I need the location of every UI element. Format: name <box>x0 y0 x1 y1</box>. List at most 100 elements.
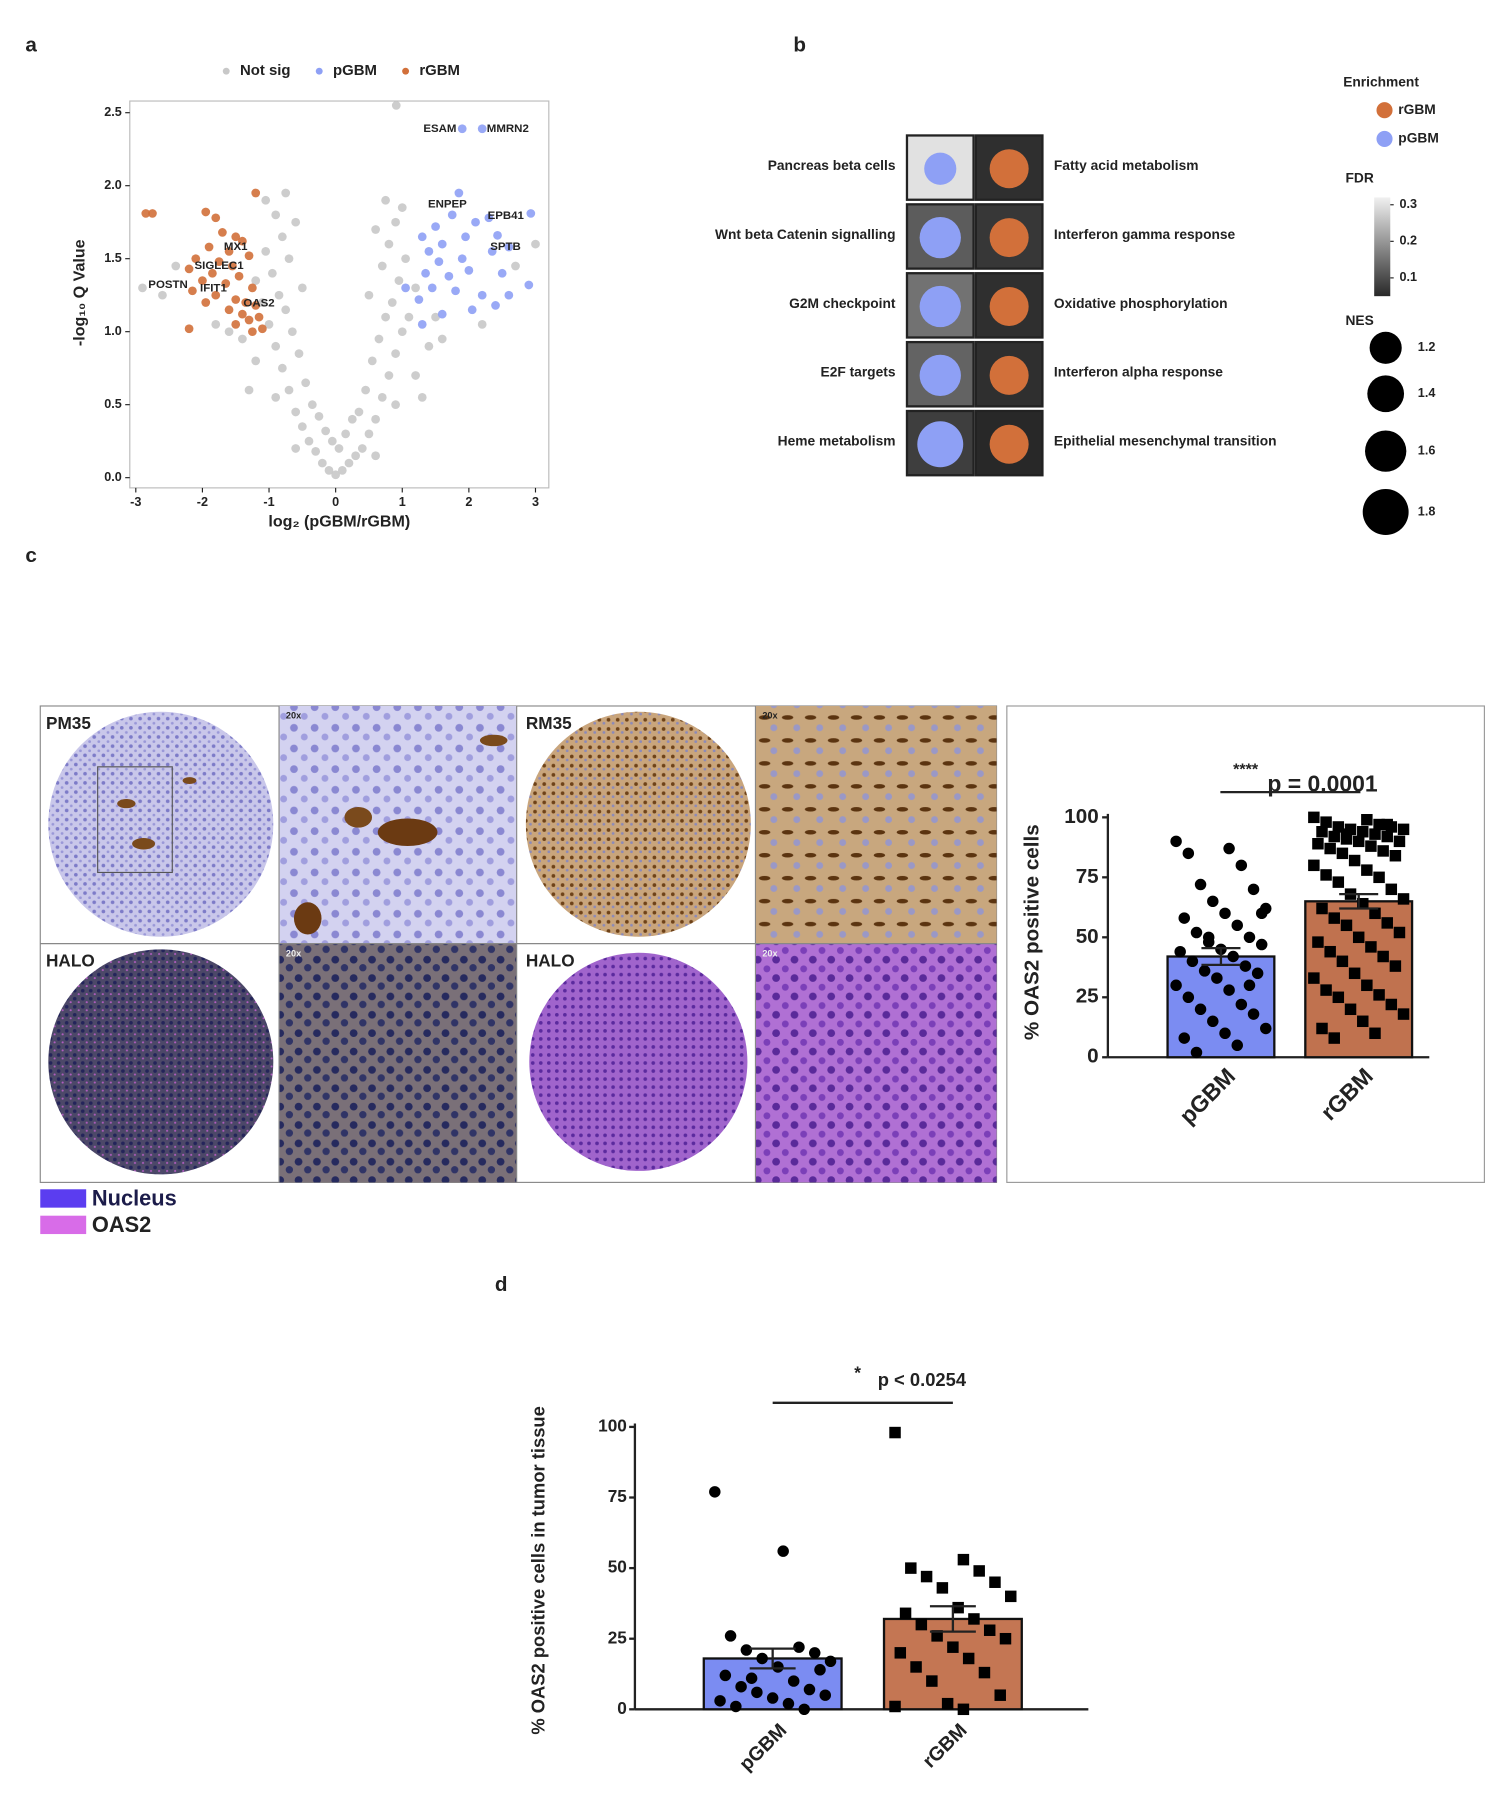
data-point <box>994 1689 1006 1701</box>
point <box>487 247 497 256</box>
point <box>271 393 281 402</box>
data-point <box>1207 895 1219 908</box>
data-point <box>782 1697 795 1710</box>
data-point <box>1381 830 1393 843</box>
data-point <box>1357 1015 1369 1028</box>
data-point <box>1377 950 1389 963</box>
point <box>158 290 167 300</box>
point <box>477 290 487 300</box>
nes-legend-dot <box>1369 331 1402 364</box>
point <box>381 312 390 322</box>
point <box>234 271 244 281</box>
point <box>384 371 394 380</box>
x-tick-label: -3 <box>130 495 141 509</box>
data-point <box>1186 955 1199 968</box>
point <box>208 268 217 278</box>
point <box>248 283 257 293</box>
y-tick-label: 2.5 <box>104 105 122 119</box>
data-point <box>819 1689 832 1701</box>
nes-legend-dot <box>1362 489 1409 535</box>
point <box>218 228 227 237</box>
zoom-image <box>755 705 997 944</box>
legend-swatch <box>40 1215 87 1235</box>
data-point <box>1316 902 1328 915</box>
data-point <box>824 1655 837 1668</box>
term-label: Oxidative phosphorylation <box>1054 296 1228 311</box>
data-point <box>1332 821 1345 833</box>
point <box>504 290 514 300</box>
stain <box>293 902 322 935</box>
point <box>241 298 251 307</box>
magnification: 20x <box>762 948 778 958</box>
point <box>397 203 407 212</box>
data-point <box>1260 1022 1272 1035</box>
point <box>464 266 474 275</box>
y-tick-label: 0.5 <box>104 397 122 411</box>
point <box>228 261 237 271</box>
y-tick-label: 50 <box>1076 925 1099 948</box>
point <box>201 207 211 217</box>
point <box>457 254 467 264</box>
data-point <box>999 1632 1012 1645</box>
legend-label: OAS2 <box>92 1212 151 1237</box>
point <box>317 458 327 468</box>
y-tick-label: 50 <box>608 1557 627 1577</box>
point <box>337 466 347 475</box>
point <box>381 195 390 205</box>
point <box>221 279 231 288</box>
fdr-tick-label: 0.2 <box>1399 234 1417 248</box>
nes-dot <box>989 424 1029 464</box>
data-point <box>920 1570 933 1583</box>
point <box>264 320 274 329</box>
point <box>214 257 224 266</box>
gene-label: POSTN <box>148 279 188 291</box>
point <box>414 295 424 304</box>
data-point <box>1247 1008 1260 1020</box>
y-tick-label: 0 <box>1087 1045 1099 1068</box>
data-point <box>793 1641 805 1653</box>
point <box>457 124 467 134</box>
point <box>261 195 271 205</box>
point <box>258 298 267 307</box>
fdr-colorbar <box>1374 197 1391 297</box>
x-tick-label: -1 <box>263 495 274 509</box>
point <box>531 239 540 249</box>
data-point <box>1316 1022 1328 1035</box>
point <box>417 232 427 242</box>
image-label: HALO <box>46 951 95 971</box>
term-label: Wnt beta Catenin signalling <box>715 227 895 242</box>
data-point <box>1324 945 1336 958</box>
point <box>251 356 261 366</box>
point <box>354 407 364 417</box>
data-point <box>1373 871 1385 884</box>
point <box>437 309 447 319</box>
gene-label: MMRN2 <box>487 123 529 135</box>
point <box>287 327 297 337</box>
y-axis-label: % OAS2 positive cells <box>1021 824 1044 1040</box>
data-point <box>1239 960 1252 972</box>
point <box>301 378 311 388</box>
y-tick-label: 25 <box>1076 985 1099 1008</box>
data-point <box>1377 845 1389 857</box>
data-point <box>766 1692 779 1704</box>
point <box>391 349 400 358</box>
data-point <box>1365 840 1377 852</box>
panel-letter: a <box>25 33 37 56</box>
data-point <box>1170 979 1182 992</box>
point <box>361 385 370 395</box>
point <box>304 436 314 446</box>
data-point <box>1389 849 1402 862</box>
data-point <box>1320 984 1332 996</box>
point <box>497 268 507 278</box>
chart-frame <box>1006 705 1485 1183</box>
magnification: 20x <box>286 711 302 721</box>
point <box>471 217 480 227</box>
core-image <box>48 949 274 1175</box>
core-image <box>48 711 274 937</box>
data-point <box>1393 926 1406 939</box>
data-point <box>1361 979 1373 992</box>
legend-title: Enrichment <box>1343 74 1419 89</box>
data-point <box>1243 979 1256 992</box>
point <box>377 393 387 402</box>
nes-dot <box>917 421 964 468</box>
